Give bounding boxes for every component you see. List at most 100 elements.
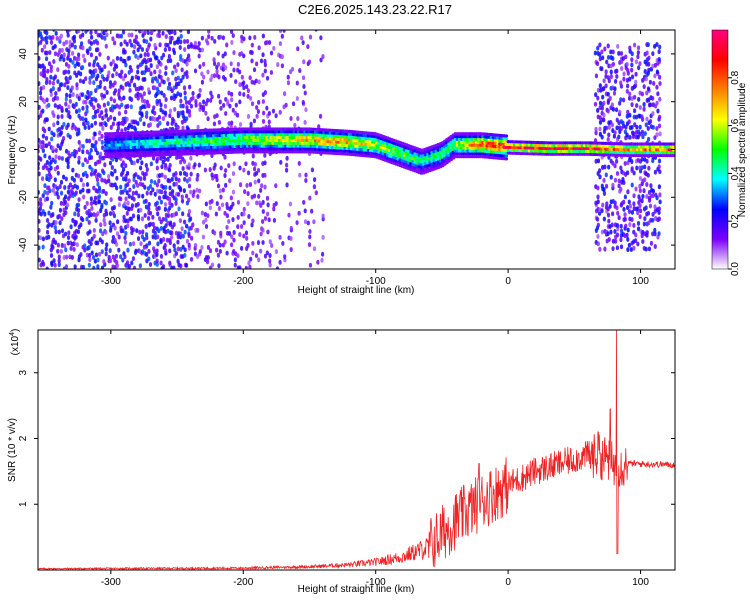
spectrogram-cell bbox=[163, 243, 167, 248]
spectrogram-cell bbox=[103, 221, 107, 227]
spectrogram-cell bbox=[76, 212, 80, 218]
spectrogram-cell bbox=[136, 158, 140, 164]
spectrogram-cell bbox=[89, 69, 93, 75]
spectrogram-cell bbox=[116, 219, 120, 225]
spectrogram-cell bbox=[81, 65, 85, 70]
spectrogram-cell bbox=[185, 223, 189, 229]
spectrogram-cell bbox=[204, 224, 209, 229]
spectrogram-cell bbox=[89, 201, 94, 206]
spectrogram-cell bbox=[144, 163, 148, 168]
spectrogram-cell bbox=[88, 46, 92, 52]
spectrogram-cell bbox=[604, 69, 608, 75]
spectrogram-cell bbox=[83, 247, 87, 253]
spectrogram-cell bbox=[143, 184, 147, 190]
spectrogram-cell bbox=[117, 202, 121, 208]
spectrogram-cell bbox=[115, 55, 120, 61]
spectrogram-cell bbox=[187, 183, 192, 189]
spectrogram-cell bbox=[179, 33, 183, 39]
spectrogram-cell bbox=[57, 213, 62, 219]
spectrogram-cell bbox=[149, 190, 153, 196]
spectrogram-cell bbox=[45, 117, 49, 123]
spectrogram-cell bbox=[615, 158, 619, 164]
spectrogram-cell bbox=[147, 256, 151, 262]
spectrogram-cell bbox=[147, 248, 151, 254]
x-tick-label: 0 bbox=[505, 577, 511, 588]
spectrogram-cell bbox=[312, 246, 317, 252]
spectrogram-cell bbox=[97, 194, 102, 199]
spectrogram-cell bbox=[643, 177, 647, 183]
spectrogram-cell bbox=[62, 121, 66, 127]
spectrogram-cell bbox=[298, 172, 302, 178]
spectrogram-cell bbox=[200, 79, 205, 85]
spectrogram-cell bbox=[113, 168, 117, 174]
spectrogram-cell bbox=[136, 174, 140, 180]
spectrogram-cell bbox=[85, 182, 90, 187]
spectrogram-cell bbox=[151, 214, 155, 220]
spectrogram-cell bbox=[111, 121, 115, 127]
spectrogram-cell bbox=[289, 116, 293, 121]
spectrogram-cell bbox=[156, 241, 160, 247]
spectrogram-cell bbox=[161, 116, 165, 122]
spectrogram-cell bbox=[153, 230, 157, 236]
spectrogram-cell bbox=[164, 97, 168, 102]
spectrogram-cell bbox=[49, 92, 53, 97]
spectrogram-cell bbox=[217, 93, 221, 99]
spectrogram-cell bbox=[248, 75, 252, 81]
spectrogram-cell bbox=[168, 113, 172, 119]
spectrogram-cell bbox=[96, 264, 100, 269]
spectrogram-cell bbox=[316, 259, 320, 265]
spectrogram-cell bbox=[613, 177, 618, 183]
spectrogram-cell bbox=[236, 61, 240, 67]
spectrogram-cell bbox=[657, 164, 661, 170]
spectrogram-cell bbox=[596, 158, 601, 164]
spectrogram-cell bbox=[630, 51, 634, 57]
spectrogram-cell bbox=[616, 43, 620, 49]
spectrogram-cell bbox=[64, 39, 69, 45]
spectrogram-cell bbox=[626, 109, 630, 115]
spectrogram-cell bbox=[638, 203, 642, 209]
spectrogram-cell bbox=[182, 85, 187, 91]
spectrogram-cell bbox=[185, 70, 189, 75]
spectrogram-cell bbox=[170, 202, 174, 208]
spectrogram-cell bbox=[610, 222, 614, 228]
spectrogram-cell bbox=[303, 119, 307, 125]
spectrogram-cell bbox=[251, 218, 255, 224]
spectrogram-cell bbox=[60, 156, 64, 161]
spectrogram-cell bbox=[64, 231, 68, 237]
spectrogram-cell bbox=[49, 253, 54, 258]
spectrogram-cell bbox=[103, 85, 107, 91]
spectrogram-cell bbox=[72, 241, 76, 247]
spectrogram-cell bbox=[85, 201, 89, 206]
spectrogram-cell bbox=[181, 103, 185, 109]
spectrogram-cell bbox=[79, 41, 84, 47]
spectrogram-cell bbox=[646, 86, 651, 92]
spectrogram-cell bbox=[159, 75, 163, 80]
spectrogram-cell bbox=[104, 191, 108, 196]
spectrogram-cell bbox=[313, 177, 317, 183]
spectrogram-cell bbox=[59, 54, 64, 59]
spectrogram-cell bbox=[223, 76, 227, 82]
spectrogram-cell bbox=[289, 247, 293, 252]
spectrogram-cell bbox=[163, 110, 168, 116]
spectrogram-cell bbox=[645, 116, 649, 122]
spectrogram-cell bbox=[155, 165, 159, 171]
spectrogram-cell bbox=[107, 70, 111, 76]
spectrogram-cell bbox=[604, 74, 608, 79]
spectrogram-cell bbox=[261, 219, 265, 224]
spectrogram-cell bbox=[185, 38, 190, 44]
spectrogram-cell bbox=[598, 210, 602, 216]
spectrogram-cell bbox=[60, 243, 64, 248]
spectrogram-cell bbox=[66, 122, 70, 128]
spectrogram-cell bbox=[195, 176, 199, 182]
spectrogram-cell bbox=[89, 241, 93, 247]
spectrogram-cell bbox=[128, 241, 132, 247]
spectrogram-cell bbox=[232, 237, 236, 243]
spectrogram-cell bbox=[169, 95, 174, 101]
spectrogram-cell bbox=[630, 57, 634, 63]
spectrogram-cell bbox=[617, 178, 621, 184]
spectrogram-cell bbox=[96, 211, 100, 217]
spectrogram-cell bbox=[633, 122, 637, 128]
spectrogram-cell bbox=[238, 182, 243, 188]
spectrogram-cell bbox=[68, 134, 72, 140]
spectrogram-cell bbox=[630, 159, 634, 164]
